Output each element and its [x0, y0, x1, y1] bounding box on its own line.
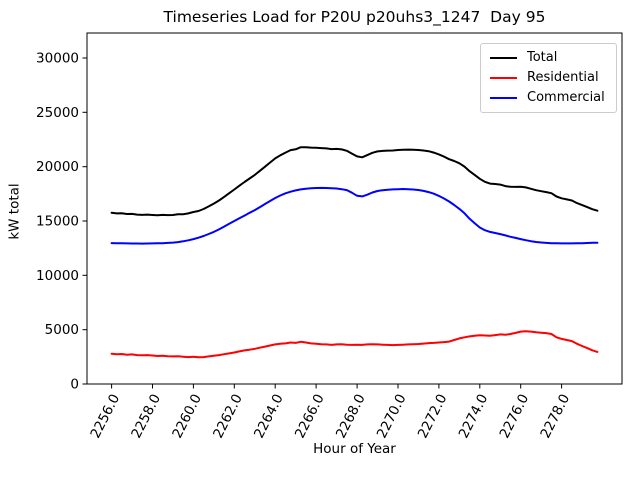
series-line-residential [110, 330, 599, 359]
legend-box: Total Residential Commercial [480, 43, 617, 113]
y-tick-label: 5000 [45, 322, 79, 338]
x-tick-label: 2258.0 [128, 392, 164, 441]
x-tick-label: 2270.0 [374, 392, 410, 441]
legend-line-total-icon [490, 57, 517, 59]
series-line-total [110, 146, 599, 217]
x-tick-label: 2272.0 [415, 392, 451, 441]
series-line-commercial [110, 186, 599, 245]
x-tick-label: 2256.0 [87, 392, 123, 441]
x-tick-label: 2260.0 [169, 392, 205, 441]
legend-entry-residential: Residential [490, 71, 607, 85]
y-tick-label: 0 [70, 377, 79, 393]
y-tick-label: 25000 [36, 105, 79, 121]
x-tick-label: 2274.0 [456, 392, 492, 441]
legend-label-total: Total [527, 50, 558, 65]
y-tick-label: 20000 [36, 159, 79, 175]
legend-label-residential: Residential [527, 70, 599, 85]
y-tick-label: 10000 [36, 268, 79, 284]
x-axis-label: Hour of Year [313, 441, 396, 457]
y-tick-label: 30000 [36, 51, 79, 67]
legend-line-commercial-icon [490, 97, 517, 99]
plot-border [86, 32, 623, 385]
y-axis-label: kW total [6, 183, 23, 240]
legend-line-residential-icon [490, 77, 517, 79]
chart-title: Timeseries Load for P20U p20uhs3_1247 Da… [163, 8, 546, 26]
x-tick-label: 2278.0 [537, 392, 573, 441]
legend-entry-commercial: Commercial [490, 91, 607, 105]
x-tick-label: 2266.0 [292, 392, 328, 441]
x-tick-label: 2264.0 [251, 392, 287, 441]
legend-label-commercial: Commercial [527, 90, 605, 105]
y-tick-label: 15000 [36, 214, 79, 230]
x-tick-label: 2276.0 [497, 392, 533, 441]
legend-entry-total: Total [490, 51, 607, 65]
x-tick-label: 2262.0 [210, 392, 246, 441]
x-tick-label: 2268.0 [333, 392, 369, 441]
